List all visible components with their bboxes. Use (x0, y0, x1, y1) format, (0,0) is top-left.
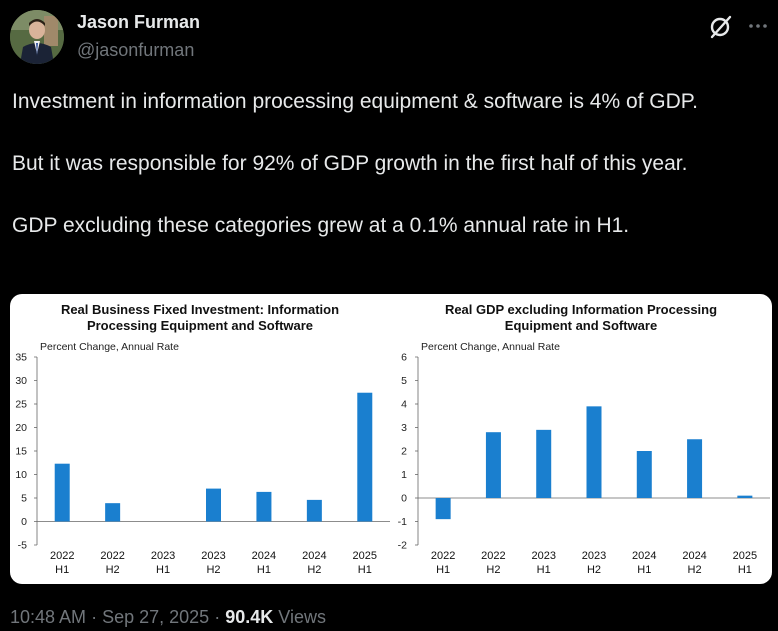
chart-x-tick-year: 2024 (252, 550, 276, 562)
chart-x-tick-half: H2 (587, 564, 601, 576)
timestamp-date[interactable]: Sep 27, 2025 (102, 607, 210, 627)
chart-y-tick-label: 35 (15, 352, 27, 364)
chart-x-tick-year: 2024 (632, 550, 656, 562)
chart-x-tick-year: 2023 (151, 550, 175, 562)
chart-bar (357, 392, 373, 522)
chart-bar (636, 451, 652, 498)
chart-y-tick-label: 0 (21, 516, 27, 528)
chart-x-tick-half: H2 (206, 564, 220, 576)
chart-y-tick-label: 10 (15, 469, 27, 481)
chart-x-tick-half: H2 (688, 564, 702, 576)
chart-bar (737, 495, 753, 498)
chart-x-tick-half: H1 (358, 564, 372, 576)
chart-y-tick-label: 4 (401, 399, 407, 411)
tweet-paragraph: Investment in information processing equ… (12, 90, 698, 113)
chart-y-tick-label: 5 (21, 493, 27, 505)
tweet-paragraph: GDP excluding these categories grew at a… (12, 214, 630, 237)
chart-x-tick-year: 2022 (100, 550, 124, 562)
views-label: Views (278, 607, 326, 627)
chart-y-tick-label: 30 (15, 375, 27, 387)
more-options-icon[interactable] (746, 14, 770, 38)
chart-y-tick-label: 3 (401, 422, 407, 434)
chart-x-tick-half: H1 (156, 564, 170, 576)
chart-y-tick-label: 5 (401, 375, 407, 387)
meta-separator: · (214, 607, 221, 627)
chart-ylabel: Percent Change, Annual Rate (40, 341, 179, 353)
chart-x-tick-year: 2023 (582, 550, 606, 562)
chart-x-tick-year: 2025 (733, 550, 757, 562)
chart-bar (54, 463, 70, 522)
chart-bar (687, 439, 703, 498)
chart-y-tick-label: -5 (18, 540, 27, 552)
chart-x-tick-half: H1 (257, 564, 271, 576)
chart-bar (536, 429, 552, 498)
chart-title-line: Real GDP excluding Information Processin… (445, 302, 717, 317)
chart-bar (206, 488, 221, 522)
chart-bar (435, 498, 451, 520)
chart-x-tick-half: H2 (307, 564, 321, 576)
chart-y-tick-label: 1 (401, 469, 407, 481)
chart-x-tick-half: H1 (537, 564, 551, 576)
tweet-paragraph: But it was responsible for 92% of GDP gr… (12, 152, 688, 175)
chart-bar (485, 432, 501, 498)
chart-y-tick-label: 25 (15, 399, 27, 411)
media-image[interactable]: Real Business Fixed Investment: Informat… (10, 294, 772, 584)
chart-bar (586, 406, 602, 498)
chart-x-tick-year: 2024 (682, 550, 706, 562)
chart-title-line: Equipment and Software (505, 318, 657, 333)
chart-x-tick-year: 2023 (531, 550, 555, 562)
chart-y-tick-label: 15 (15, 446, 27, 458)
timestamp-time[interactable]: 10:48 AM (10, 607, 87, 627)
chart-x-tick-year: 2025 (353, 550, 377, 562)
chart-y-tick-label: 2 (401, 446, 407, 458)
chart-x-tick-half: H1 (436, 564, 450, 576)
chart-y-tick-label: 0 (401, 493, 407, 505)
chart-x-tick-year: 2022 (431, 550, 455, 562)
chart-bar (256, 491, 272, 522)
chart-x-tick-year: 2023 (201, 550, 225, 562)
avatar[interactable] (10, 10, 64, 64)
chart-bar (105, 503, 121, 522)
chart-y-tick-label: 6 (401, 352, 407, 364)
tweet-meta: 10:48 AM · Sep 27, 2025 · 90.4K Views (10, 607, 326, 628)
chart-y-tick-label: 20 (15, 422, 27, 434)
chart-title-line: Real Business Fixed Investment: Informat… (61, 302, 339, 317)
chart-x-tick-year: 2022 (481, 550, 505, 562)
tweet-text: Investment in information processing equ… (12, 86, 772, 241)
chart-x-tick-half: H2 (106, 564, 120, 576)
charts-canvas: Real Business Fixed Investment: Informat… (15, 302, 770, 576)
grok-icon[interactable] (708, 14, 734, 40)
chart-ylabel: Percent Change, Annual Rate (421, 341, 560, 353)
chart-bar (306, 499, 322, 522)
chart-x-tick-half: H2 (486, 564, 500, 576)
chart-x-tick-year: 2022 (50, 550, 74, 562)
chart-title-line: Processing Equipment and Software (87, 318, 313, 333)
meta-separator: · (91, 607, 98, 627)
chart-x-tick-half: H1 (55, 564, 69, 576)
author-handle[interactable]: @jasonfurman (77, 40, 195, 60)
chart-x-tick-half: H1 (637, 564, 651, 576)
chart-y-tick-label: -1 (398, 516, 407, 528)
chart-x-tick-year: 2024 (302, 550, 326, 562)
views-count: 90.4K (225, 607, 274, 627)
chart-y-tick-label: -2 (398, 540, 407, 552)
chart-x-tick-half: H1 (738, 564, 752, 576)
author-name[interactable]: Jason Furman (77, 12, 201, 32)
